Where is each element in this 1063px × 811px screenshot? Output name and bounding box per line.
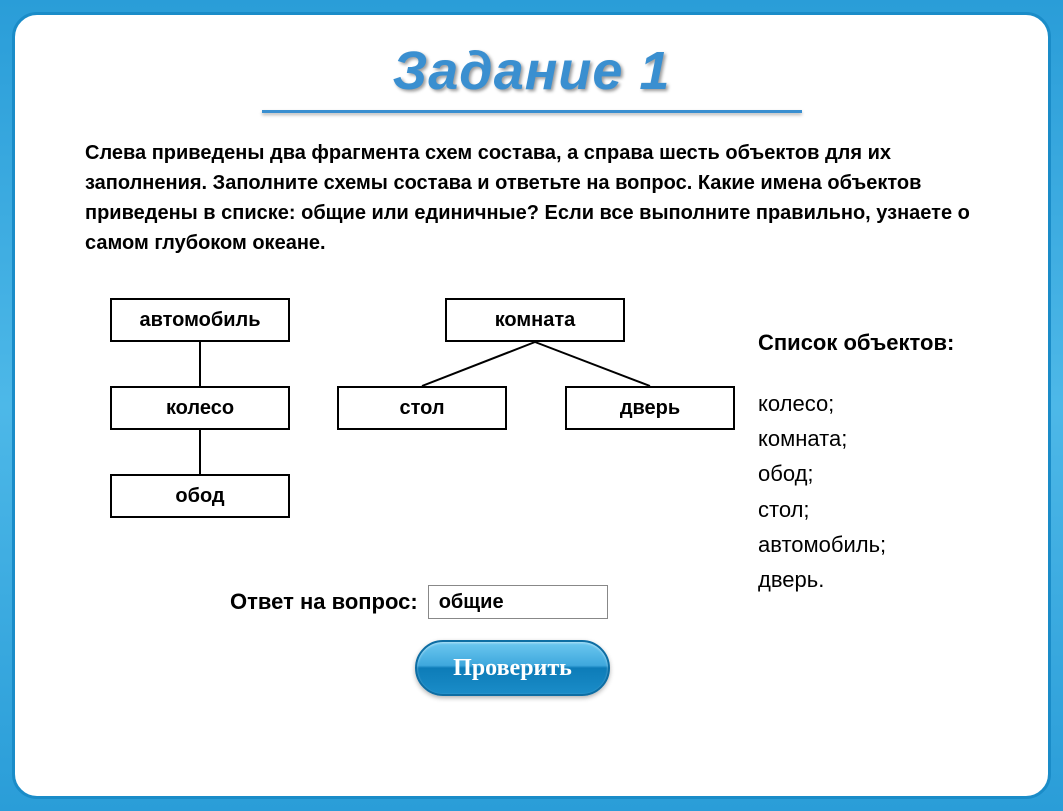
- diagram-area: автомобиль колесо обод комната стол дверь: [55, 298, 755, 578]
- main-frame: Задание 1 Слева приведены два фрагмента …: [12, 12, 1051, 799]
- list-item: обод;: [758, 456, 1028, 491]
- object-list-panel: Список объектов: колесо;комната;обод;сто…: [758, 330, 1028, 597]
- title-underline: [262, 110, 802, 113]
- diagram-node-room[interactable]: комната: [445, 298, 625, 342]
- list-item: колесо;: [758, 386, 1028, 421]
- answer-label: Ответ на вопрос:: [230, 589, 418, 615]
- page-title: Задание 1: [55, 40, 1008, 102]
- object-list-title: Список объектов:: [758, 330, 1028, 356]
- diagram-node-table[interactable]: стол: [337, 386, 507, 430]
- list-item: комната;: [758, 421, 1028, 456]
- diagram-node-auto[interactable]: автомобиль: [110, 298, 290, 342]
- diagram-node-wheel[interactable]: колесо: [110, 386, 290, 430]
- diagram-node-door[interactable]: дверь: [565, 386, 735, 430]
- diagram-node-rim[interactable]: обод: [110, 474, 290, 518]
- object-list: колесо;комната;обод;стол;автомобиль;двер…: [758, 386, 1028, 597]
- check-button[interactable]: Проверить: [415, 640, 610, 696]
- instructions-text: Слева приведены два фрагмента схем соста…: [85, 138, 978, 258]
- answer-input[interactable]: [428, 585, 608, 619]
- answer-row: Ответ на вопрос:: [230, 585, 608, 619]
- list-item: дверь.: [758, 562, 1028, 597]
- list-item: стол;: [758, 492, 1028, 527]
- list-item: автомобиль;: [758, 527, 1028, 562]
